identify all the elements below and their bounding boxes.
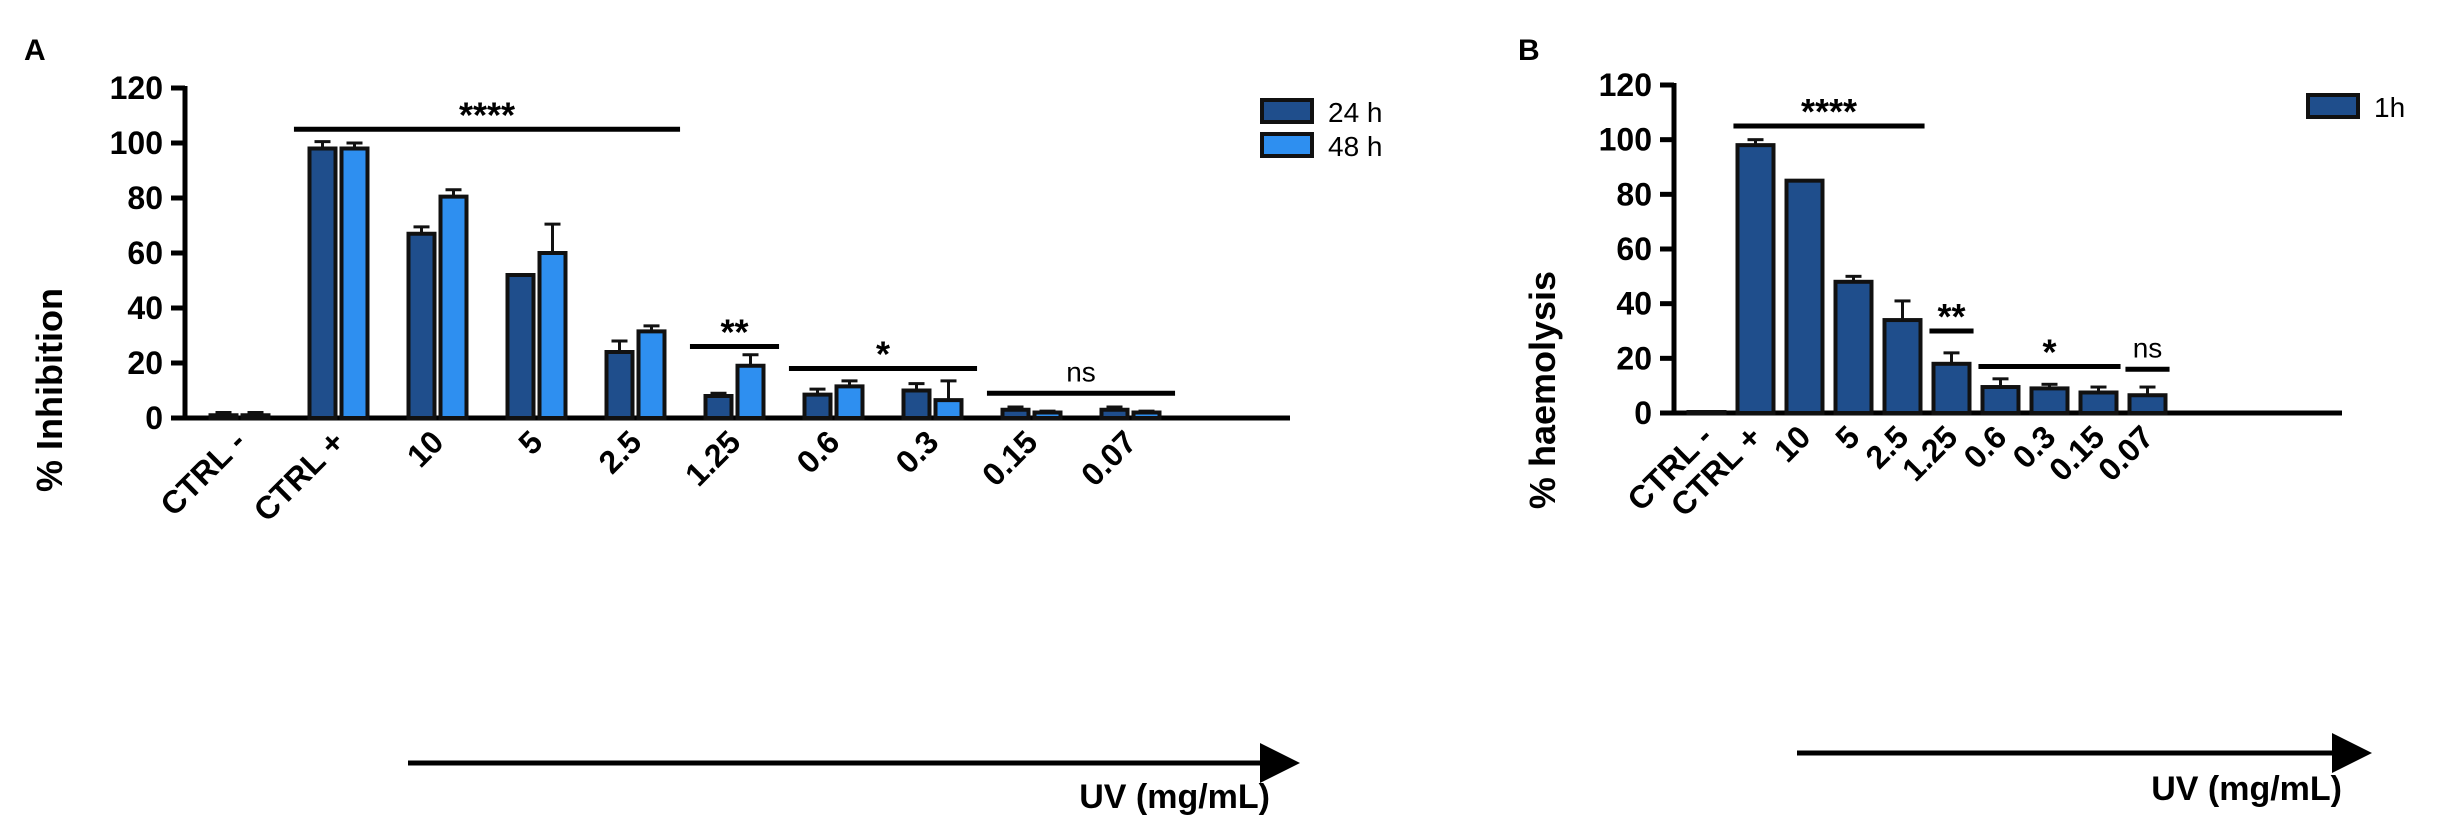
panel-a-x-tick-label: 10 (400, 423, 451, 474)
panel-a-bar-48h-4 (636, 329, 667, 420)
panel-b-bar-1h-5 (1931, 361, 1972, 415)
panel-a-bar-24h-4 (604, 350, 635, 420)
panel-a-y-tick-label: 20 (127, 345, 163, 381)
panel-a-legend: 24 h48 h (1260, 97, 1383, 162)
panel-b-xlabel: UV (mg/mL) (2151, 770, 2342, 808)
panel-a-significance-label: **** (459, 94, 515, 135)
panel-b-significance-label: * (2042, 332, 2056, 373)
panel-a-y-ticks: 0 20 40 60 80 100 120 (110, 70, 185, 436)
panel-a-x-tick-label: CTRL + (247, 423, 352, 528)
panel-a-legend-label: 24 h (1328, 97, 1383, 128)
panel-b-ylabel: % haemolysis (1522, 271, 1563, 509)
panel-a-bar-48h-9 (1131, 410, 1162, 420)
panel-a-y-tick-label: 40 (127, 290, 163, 326)
panel-a-x-ticks: CTRL -CTRL + 10 5 2.5 1.25 0.6 0.3 0.15 0.07 (153, 423, 1143, 528)
panel-a-bar-24h-3 (505, 273, 536, 420)
panel-a-y-tick-label: 60 (127, 235, 163, 271)
panel-b-bar-1h-9 (2127, 393, 2168, 416)
panel-b-y-tick-label: 120 (1599, 67, 1652, 103)
panel-a-significance-label: ns (1066, 356, 1096, 387)
panel-b-bar-1h-1 (1735, 143, 1776, 415)
panel-b-x-ticks: CTRL -CTRL +10 52.51.250.60.30.150.07 (1620, 418, 2160, 523)
panel-b-bar-1h-6 (1980, 385, 2021, 415)
panel-b-bar-1h-2 (1784, 178, 1825, 415)
panel-b-y-tick-label: 20 (1616, 340, 1652, 376)
panel-a-y-tick-label: 0 (145, 400, 163, 436)
panel-b-x-tick-label: 1.25 (1895, 418, 1964, 487)
panel-b-significance-label: ns (2133, 332, 2163, 363)
panel-b-y-tick-label: 60 (1616, 231, 1652, 267)
panel-b-bar-1h-4 (1882, 318, 1923, 416)
panel-b-y-tick-label: 80 (1616, 176, 1652, 212)
panel-a-bar-24h-6 (802, 392, 833, 420)
panel-b-bar-1h-0 (1686, 410, 1727, 415)
panel-b-y-ticks: 0 20 40 60 80 100 120 (1599, 67, 1674, 431)
panel-a-letter: A (24, 34, 46, 67)
panel-b-x-tick-label: 0.6 (1957, 418, 2014, 475)
panel-a-x-tick-label: 0.3 (889, 423, 946, 480)
panel-a-significance-label: * (876, 334, 890, 375)
panel-a-x-tick-label: 2.5 (592, 423, 649, 480)
panel-b-legend-label: 1h (2374, 92, 2405, 123)
panel-b-legend: 1h (2306, 92, 2405, 123)
panel-b-bar-1h-8 (2078, 390, 2119, 415)
panel-b-x-tick-label: 10 (1767, 418, 1818, 469)
panel-a-bar-48h-1 (339, 146, 370, 420)
panel-a-x-tick-label: 0.07 (1074, 423, 1143, 492)
panel-a-legend-label: 48 h (1328, 131, 1383, 162)
panel-a-bar-24h-9 (1099, 407, 1130, 420)
panel-a-x-tick-label: 0.6 (790, 423, 847, 480)
panel-a-significance-label: ** (720, 312, 748, 353)
panel-a-bars (208, 146, 1162, 420)
panel-a-bar-48h-6 (834, 384, 865, 420)
panel-a-bar-48h-3 (537, 251, 568, 420)
panel-b-legend-swatch (2306, 93, 2360, 119)
panel-b-bar-1h-3 (1833, 279, 1874, 415)
panel-a-y-tick-label: 100 (110, 125, 163, 161)
panel-a-error-bars (215, 140, 1155, 416)
panel-b-bar-1h-7 (2029, 386, 2070, 415)
panel-b-significance-label: ** (1937, 296, 1965, 337)
panel-b-bars (1686, 143, 2168, 416)
panel-a-y-tick-label: 80 (127, 180, 163, 216)
panel-a-bar-24h-0 (208, 413, 239, 420)
panel-a-legend-swatch (1260, 98, 1314, 124)
panel-a-x-tick-label: CTRL - (153, 423, 252, 522)
panel-a-bar-24h-2 (406, 231, 437, 420)
panel-a-bar-24h-8 (1000, 407, 1031, 420)
panel-a-x-tick-label: 0.15 (975, 423, 1044, 492)
panel-a-x-tick-label: 5 (511, 423, 549, 461)
panel-a-legend-swatch (1260, 132, 1314, 158)
panel-a-bar-48h-8 (1032, 410, 1063, 420)
panel-a-bar-48h-5 (735, 363, 766, 420)
panel-b-significance-label: **** (1801, 91, 1857, 132)
panel-b-letter: B (1518, 34, 1540, 67)
panel-a-bar-24h-1 (307, 146, 338, 420)
panel-b-y-tick-label: 100 (1599, 122, 1652, 158)
panel-a-bar-24h-7 (901, 388, 932, 420)
panel-a-xlabel: UV (mg/mL) (1079, 778, 1270, 816)
panel-a-bar-48h-0 (240, 413, 271, 420)
panel-b-significance: ******* ns (1733, 91, 2170, 373)
panel-b-y-tick-label: 0 (1634, 395, 1652, 431)
panel-a-ylabel: % Inhibition (29, 288, 70, 492)
panel-a-bar-48h-2 (438, 194, 469, 420)
panel-b-error-bars (1747, 138, 2156, 396)
panel-a-significance: ******* ns (293, 94, 1176, 396)
panel-a-bar-48h-7 (933, 398, 964, 420)
panel-b-x-tick-label: 0.07 (2091, 418, 2160, 487)
panel-a-y-tick-label: 120 (110, 70, 163, 106)
panel-a-x-tick-label: 1.25 (678, 423, 747, 492)
panel-b-y-tick-label: 40 (1616, 286, 1652, 322)
panel-a-bar-24h-5 (703, 394, 734, 420)
